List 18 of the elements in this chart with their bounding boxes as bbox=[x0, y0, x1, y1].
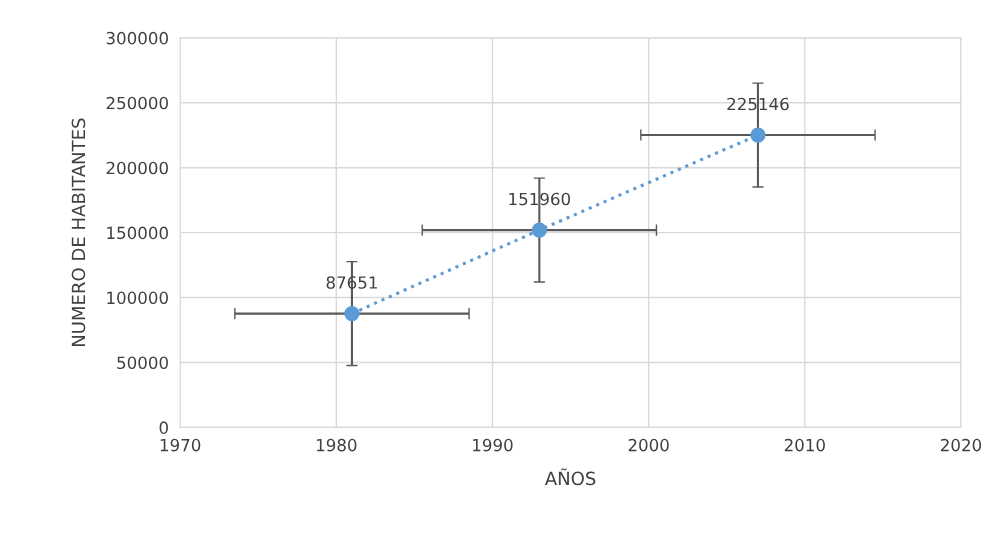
y-tick-label: 300000 bbox=[106, 31, 168, 45]
x-tick-label: 1970 bbox=[160, 438, 201, 452]
y-tick-label: 50000 bbox=[117, 356, 168, 370]
y-tick-label: 0 bbox=[159, 421, 168, 434]
y-tick-label: 200000 bbox=[106, 161, 168, 175]
y-axis-title: NUMERO DE HABITANTES bbox=[71, 118, 86, 346]
point bbox=[531, 222, 547, 238]
y-tick-label: 150000 bbox=[107, 226, 168, 240]
point bbox=[750, 127, 766, 143]
y-tick-label: 100000 bbox=[107, 291, 168, 305]
x-tick-label: 2000 bbox=[628, 438, 669, 452]
x-tick-label: 2020 bbox=[940, 438, 982, 452]
x-axis-title: AÑOS bbox=[544, 468, 596, 486]
point bbox=[344, 305, 360, 322]
y-tick-label: 250000 bbox=[106, 96, 168, 110]
x-tick-label: 2010 bbox=[784, 438, 825, 452]
x-tick-label: 1980 bbox=[316, 438, 357, 452]
x-tick-label: 1990 bbox=[473, 438, 513, 452]
